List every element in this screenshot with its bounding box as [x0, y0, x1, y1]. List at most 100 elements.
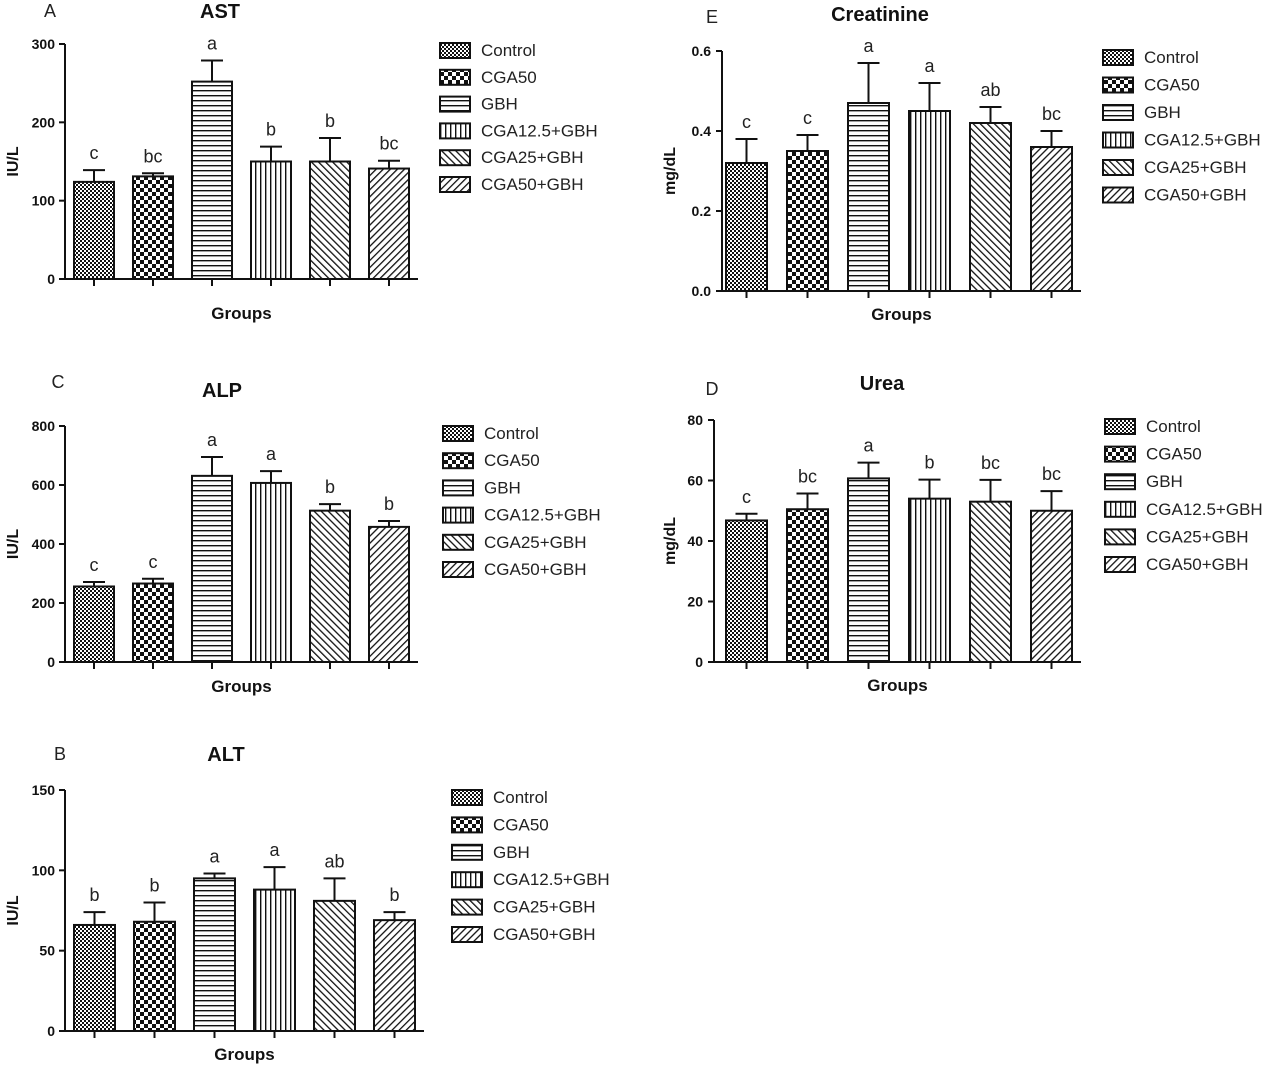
significance-label: a: [924, 56, 935, 76]
legend-swatch: [451, 789, 483, 806]
significance-label: b: [389, 885, 399, 905]
legend-swatch: [442, 506, 474, 524]
legend-swatch: [451, 816, 483, 834]
bar-cga50-gbh: [368, 525, 410, 664]
significance-label: b: [384, 494, 394, 514]
legend-swatch: [439, 176, 471, 193]
bar-cga50-gbh: [1030, 146, 1073, 292]
y-tick-label: 600: [32, 477, 56, 493]
panel-letter: E: [706, 7, 718, 27]
bar-cga25-gbh: [309, 160, 351, 280]
y-tick-label: 150: [32, 782, 56, 798]
significance-label: c: [803, 108, 812, 128]
significance-label: c: [90, 143, 99, 163]
bar-control: [73, 180, 115, 280]
significance-label: bc: [798, 467, 817, 487]
y-axis-label: IU/L: [5, 529, 22, 559]
bar-gbh: [847, 477, 890, 663]
bar-cga12-5-gbh: [250, 481, 292, 663]
bar-cga50: [133, 920, 176, 1032]
legend-label: CGA50: [481, 68, 537, 87]
significance-label: bc: [1042, 464, 1061, 484]
bar-cga25-gbh: [313, 899, 356, 1032]
significance-label: c: [90, 555, 99, 575]
bar-control: [725, 519, 768, 663]
y-tick-label: 0: [47, 271, 55, 287]
legend-label: CGA50+GBH: [1144, 186, 1247, 205]
bar-cga50: [786, 508, 829, 663]
x-axis-label: Groups: [867, 676, 927, 695]
legend-swatch: [442, 452, 474, 470]
significance-label: a: [863, 36, 874, 56]
bar-cga25-gbh: [309, 509, 351, 664]
significance-label: c: [149, 552, 158, 572]
legend-swatch: [439, 42, 471, 59]
chart-panel-A: A AST 0 100 200 300 IU/L Groups c bc a b b bc Control C…: [5, 1, 598, 323]
panel-letter: B: [54, 744, 66, 764]
legend-swatch: [1102, 104, 1134, 121]
y-axis-label: mg/dL: [662, 147, 679, 195]
legend-label: Control: [1144, 48, 1199, 67]
significance-label: c: [742, 112, 751, 132]
significance-label: bc: [379, 134, 398, 154]
significance-label: ab: [980, 80, 1000, 100]
panel-letter: C: [52, 372, 65, 392]
y-tick-label: 60: [687, 473, 703, 489]
legend-swatch: [439, 95, 471, 113]
y-tick-label: 0: [47, 1023, 55, 1039]
bar-gbh: [191, 80, 233, 280]
significance-label: a: [209, 847, 220, 867]
significance-label: bc: [1042, 104, 1061, 124]
legend-swatch: [451, 843, 483, 861]
legend-label: CGA25+GBH: [493, 898, 596, 917]
legend-label: CGA50+GBH: [481, 175, 584, 194]
y-tick-label: 0.2: [692, 203, 712, 219]
legend-label: CGA50+GBH: [493, 925, 596, 944]
legend-label: CGA12.5+GBH: [493, 870, 610, 889]
panel-letter: D: [706, 379, 719, 399]
x-axis-label: Groups: [871, 305, 931, 324]
bar-cga12-5-gbh: [908, 110, 951, 292]
significance-label: bc: [981, 453, 1000, 473]
legend-swatch: [1104, 528, 1136, 546]
chart-title: Urea: [860, 373, 905, 395]
bar-gbh: [193, 877, 236, 1032]
chart-panel-C: C ALP 0 200 400 600 800 IU/L Groups c c a a b b Control…: [5, 372, 601, 696]
x-axis-label: Groups: [211, 304, 271, 323]
bar-cga50: [132, 175, 174, 280]
significance-label: b: [149, 875, 159, 895]
chart-title: ALP: [202, 380, 242, 402]
legend-label: CGA50: [1146, 445, 1202, 464]
legend-label: CGA25+GBH: [1144, 158, 1247, 177]
bar-gbh: [847, 102, 890, 292]
significance-label: c: [742, 487, 751, 507]
legend-swatch: [1102, 131, 1134, 149]
significance-label: a: [269, 840, 280, 860]
legend-swatch: [442, 425, 474, 442]
legend-label: CGA50+GBH: [484, 560, 587, 579]
chart-title: AST: [200, 1, 240, 23]
y-axis-label: mg/dL: [662, 517, 679, 565]
legend-swatch: [442, 479, 474, 497]
legend-swatch: [1104, 418, 1136, 435]
panel-letter: A: [44, 1, 56, 21]
legend-label: GBH: [481, 95, 518, 114]
legend-label: GBH: [484, 478, 521, 497]
legend-swatch: [1102, 49, 1134, 66]
y-tick-label: 0.0: [692, 283, 712, 299]
legend-label: CGA50: [484, 451, 540, 470]
legend-swatch: [451, 871, 483, 889]
y-tick-label: 50: [39, 943, 55, 959]
bar-control: [73, 923, 116, 1033]
y-tick-label: 400: [32, 536, 56, 552]
legend-label: GBH: [493, 843, 530, 862]
legend-swatch: [451, 898, 483, 916]
y-tick-label: 100: [32, 862, 56, 878]
legend-swatch: [439, 68, 471, 86]
bar-cga12-5-gbh: [253, 888, 296, 1033]
legend-label: GBH: [1146, 472, 1183, 491]
legend-swatch: [1102, 76, 1134, 94]
legend-label: Control: [493, 788, 548, 807]
legend-label: CGA25+GBH: [484, 533, 587, 552]
